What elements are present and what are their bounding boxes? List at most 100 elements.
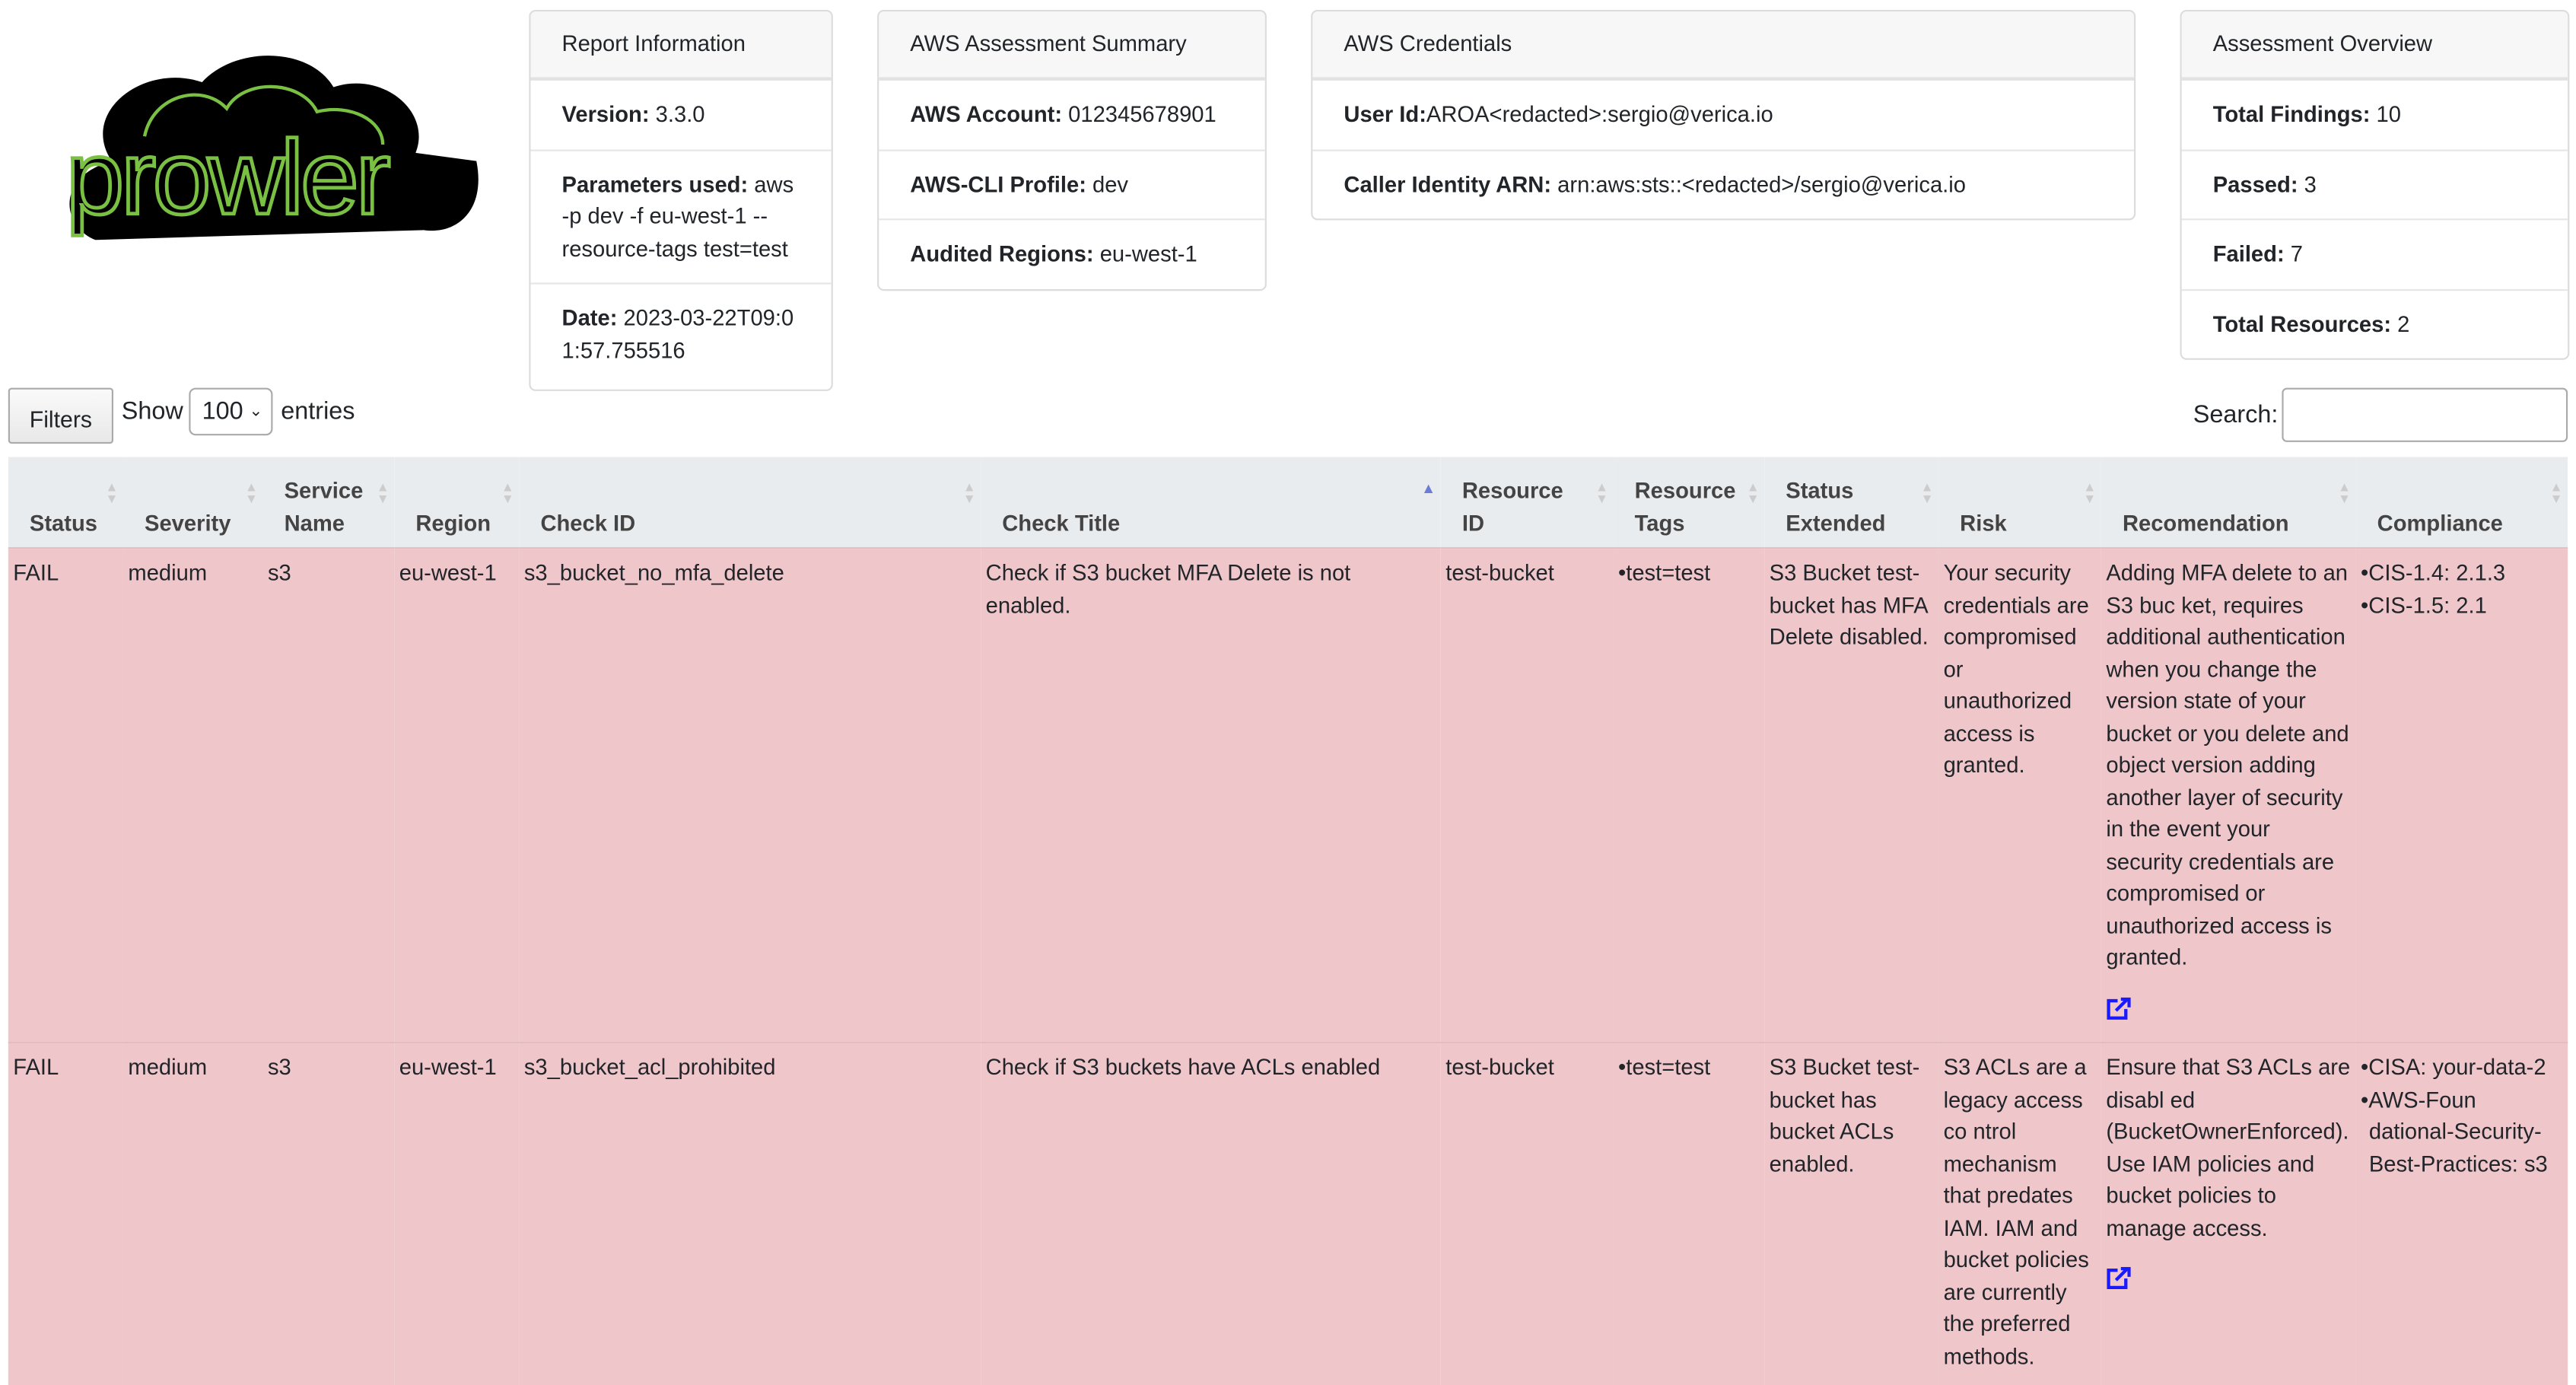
cell-compliance: •CIS-1.4: 2.1.3 •CIS-1.5: 2.1	[2355, 547, 2568, 1043]
column-label: Status	[29, 510, 97, 535]
svg-text:prowler: prowler	[65, 119, 389, 237]
cli-profile-row: AWS-CLI Profile: dev	[879, 151, 1265, 221]
sort-icon: ▲ ▼	[244, 479, 259, 507]
sort-icon: ▲ ▼	[1920, 479, 1934, 507]
prowler-logo: prowler	[64, 56, 479, 240]
column-label: Risk	[1960, 510, 2007, 535]
audited-regions-row: Audited Regions: eu-west-1	[910, 241, 1197, 266]
report-information-card: Report Information Version: 3.3.0 Parame…	[529, 9, 833, 391]
table-row: FAIL medium s3 eu-west-1 s3_bucket_acl_prohi…	[8, 1042, 2568, 1385]
cell-status: FAIL	[8, 1042, 123, 1385]
column-label: Recomendation	[2122, 510, 2289, 535]
column-label: Status Extended	[1786, 478, 1886, 535]
list-item: •CISA: your-data-2	[2361, 1055, 2546, 1080]
sort-ascending-icon: ▲	[1421, 479, 1436, 497]
column-label: Resource ID	[1461, 478, 1563, 535]
list-item: •CIS-1.4: 2.1.3	[2361, 560, 2506, 585]
sort-icon: ▲ ▼	[2549, 479, 2563, 507]
sort-icon: ▲ ▼	[501, 479, 514, 507]
cell-compliance: •CISA: your-data-2 •AWS-Foun dational-Sec…	[2355, 1042, 2568, 1385]
cell-check-title: Check if S3 buckets have ACLs enabled	[981, 1042, 1441, 1385]
cell-status-extended: S3 Bucket test-bucket has MFA Delete dis…	[1764, 547, 1939, 1043]
column-header-service-name[interactable]: Service Name ▲ ▼	[262, 457, 395, 549]
sort-icon: ▲ ▼	[2337, 479, 2352, 507]
search-label: Search:	[2193, 400, 2279, 429]
column-header-region[interactable]: Region ▲ ▼	[394, 457, 520, 549]
column-label: Service Name	[284, 478, 364, 535]
column-header-resource-tags[interactable]: Resource Tags ▲ ▼	[1613, 457, 1765, 549]
cell-recommendation: Adding MFA delete to an S3 buc ket, requ…	[2101, 547, 2356, 1043]
column-header-resource-id[interactable]: Resource ID ▲ ▼	[1440, 457, 1614, 549]
column-label: Resource Tags	[1634, 478, 1736, 535]
cell-service: s3	[262, 547, 395, 1043]
column-label: Check ID	[540, 510, 636, 535]
column-label: Compliance	[2377, 510, 2503, 535]
cell-region: eu-west-1	[394, 1042, 520, 1385]
cell-status: FAIL	[8, 547, 123, 1043]
version-row: Version: 3.3.0	[530, 81, 832, 151]
cell-risk: Your security credentials are compromise…	[1938, 547, 2101, 1043]
show-label: Show	[121, 397, 183, 426]
list-item: •AWS-Foun dational-Security-Best-Practic…	[2361, 1087, 2548, 1176]
column-label: Region	[415, 510, 491, 535]
column-label: Check Title	[1002, 510, 1121, 535]
search-input[interactable]	[2282, 387, 2568, 442]
cell-risk: S3 ACLs are a legacy access co ntrol mec…	[1938, 1042, 2101, 1385]
card-title: AWS Credentials	[1312, 11, 2135, 81]
chevron-down-icon: ⌄	[249, 403, 263, 421]
column-header-check-id[interactable]: Check ID ▲ ▼	[519, 457, 981, 549]
card-title: AWS Assessment Summary	[879, 11, 1265, 81]
total-findings-row: Total Findings: 10	[2181, 81, 2568, 151]
sort-icon: ▲ ▼	[2083, 479, 2097, 507]
assessment-summary-card: AWS Assessment Summary AWS Account: 0123…	[877, 9, 1267, 291]
sort-icon: ▲ ▼	[105, 479, 119, 507]
cell-check-id: s3_bucket_no_mfa_delete	[519, 547, 981, 1043]
aws-credentials-card: AWS Credentials User Id:AROA<redacted>:s…	[1311, 9, 2136, 221]
cell-resource-tags: •test=test	[1613, 1042, 1765, 1385]
column-header-status-extended[interactable]: Status Extended ▲ ▼	[1764, 457, 1939, 549]
date-row: Date: 2023-03-22T09:01:57.755516	[561, 305, 794, 363]
failed-row: Failed: 7	[2181, 220, 2568, 291]
external-link-icon[interactable]	[2106, 996, 2131, 1029]
cell-service: s3	[262, 1042, 395, 1385]
entries-label: entries	[281, 397, 355, 426]
column-header-check-title[interactable]: Check Title ▲	[981, 457, 1441, 549]
cell-status-extended: S3 Bucket test-bucket has bucket ACLs en…	[1764, 1042, 1939, 1385]
aws-account-row: AWS Account: 012345678901	[879, 81, 1265, 151]
total-resources-row: Total Resources: 2	[2212, 311, 2410, 336]
user-id-row: User Id:AROA<redacted>:sergio@verica.io	[1312, 81, 2135, 151]
column-header-status[interactable]: Status ▲ ▼	[8, 457, 123, 549]
column-header-severity[interactable]: Severity ▲ ▼	[122, 457, 263, 549]
parameters-row: Parameters used: aws -p dev -f eu-west-1…	[530, 151, 832, 285]
sort-icon: ▲ ▼	[376, 479, 390, 507]
caller-arn-row: Caller Identity ARN: arn:aws:sts::<redac…	[1344, 171, 1966, 197]
cell-region: eu-west-1	[394, 547, 520, 1043]
card-title: Report Information	[530, 11, 832, 81]
column-label: Severity	[145, 510, 231, 535]
table-row: FAIL medium s3 eu-west-1 s3_bucket_no_mfa_de…	[8, 547, 2568, 1043]
entries-select[interactable]: 100 ⌄	[189, 387, 273, 436]
cell-resource-id: test-bucket	[1440, 1042, 1614, 1385]
findings-table: Status ▲ ▼ Severity ▲ ▼ Service Name ▲ ▼ Region ▲ ▼…	[8, 457, 2568, 1385]
sort-icon: ▲ ▼	[1746, 479, 1760, 507]
list-item: •test=test	[1618, 560, 1711, 585]
sort-icon: ▲ ▼	[962, 479, 976, 507]
sort-icon: ▲ ▼	[1595, 479, 1609, 507]
cell-severity: medium	[122, 1042, 263, 1385]
cell-recommendation: Ensure that S3 ACLs are disabl ed (Bucke…	[2101, 1042, 2356, 1385]
column-header-recomendation[interactable]: Recomendation ▲ ▼	[2101, 457, 2356, 549]
card-title: Assessment Overview	[2181, 11, 2568, 81]
passed-row: Passed: 3	[2181, 151, 2568, 221]
cell-resource-tags: •test=test	[1613, 547, 1765, 1043]
cell-severity: medium	[122, 547, 263, 1043]
cell-check-title: Check if S3 bucket MFA Delete is not ena…	[981, 547, 1441, 1043]
list-item: •CIS-1.5: 2.1	[2361, 592, 2487, 617]
column-header-risk[interactable]: Risk ▲ ▼	[1938, 457, 2101, 549]
list-item: •test=test	[1618, 1055, 1711, 1080]
filters-button[interactable]: Filters	[8, 387, 113, 444]
cell-resource-id: test-bucket	[1440, 547, 1614, 1043]
column-header-compliance[interactable]: Compliance ▲ ▼	[2355, 457, 2568, 549]
external-link-icon[interactable]	[2106, 1266, 2131, 1299]
assessment-overview-card: Assessment Overview Total Findings: 10 P…	[2180, 9, 2570, 360]
cell-check-id: s3_bucket_acl_prohibited	[519, 1042, 981, 1385]
